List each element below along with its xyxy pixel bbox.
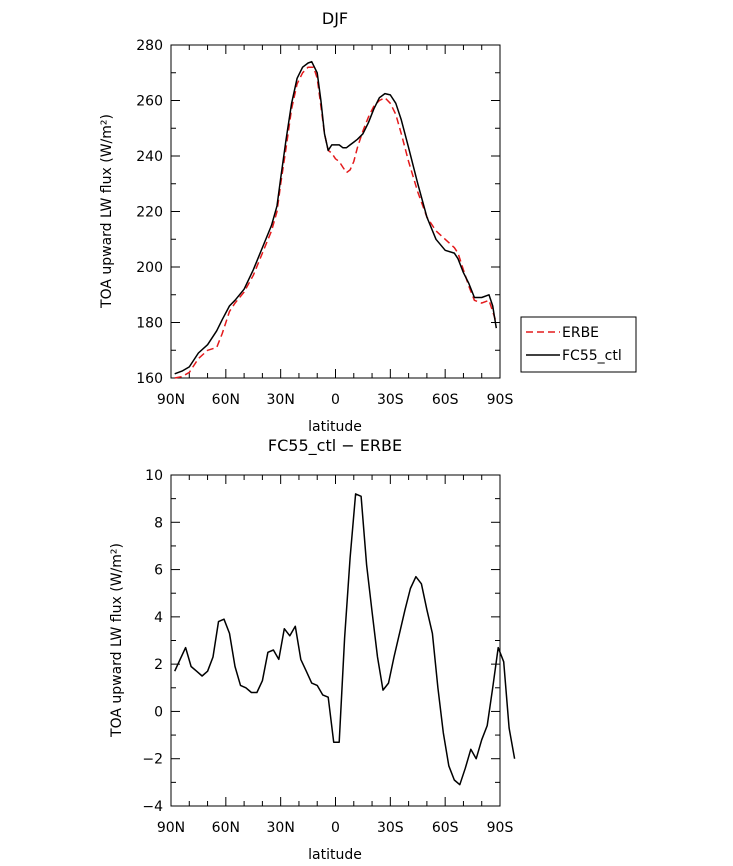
plot-frame bbox=[170, 44, 501, 379]
x-axis-label: latitude bbox=[308, 847, 362, 863]
y-tick-label: 4 bbox=[154, 610, 163, 626]
x-tick-label: 60N bbox=[212, 392, 240, 408]
y-tick-label: 0 bbox=[154, 704, 163, 720]
y-tick-label: 200 bbox=[136, 260, 163, 276]
y-tick-label: 260 bbox=[136, 94, 163, 110]
x-tick-label: 90S bbox=[487, 392, 514, 408]
chart-title: DJF bbox=[322, 9, 348, 28]
y-tick-label: 8 bbox=[154, 515, 163, 531]
legend-label-fc55: FC55_ctl bbox=[562, 348, 622, 364]
y-tick-label: 6 bbox=[154, 563, 163, 579]
series-group bbox=[174, 493, 516, 786]
y-tick-label: 10 bbox=[145, 468, 163, 484]
series-line-difference-0 bbox=[174, 493, 516, 786]
axis-ticks bbox=[170, 474, 501, 807]
x-tick-label: 30N bbox=[267, 392, 295, 408]
x-tick-label: 60S bbox=[432, 392, 459, 408]
y-tick-label: −2 bbox=[142, 752, 163, 768]
y-axis-label: TOA upward LW flux (W/m²) bbox=[109, 543, 125, 738]
y-tick-label: 280 bbox=[136, 38, 163, 54]
y-tick-label: 220 bbox=[136, 205, 163, 221]
y-axis-label: TOA upward LW flux (W/m²) bbox=[99, 114, 115, 309]
x-tick-label: 90N bbox=[157, 392, 185, 408]
x-tick-label: 0 bbox=[331, 820, 340, 836]
series-line-erbe bbox=[174, 66, 498, 379]
x-tick-label: 60N bbox=[212, 820, 240, 836]
axis-tick-labels: 90N 60N 30N 0 30S 60S 90S −4 −2 0 2 4 6 8 10 bbox=[142, 468, 513, 836]
djf-panel: DJF 90N 60N 30N 0 30S 60S 90S 160 180 200 220 240 26… bbox=[99, 9, 637, 435]
chart-title: FC55_ctl − ERBE bbox=[268, 436, 402, 456]
axis-ticks bbox=[170, 44, 501, 379]
y-tick-label: 2 bbox=[154, 657, 163, 673]
difference-panel: FC55_ctl − ERBE 90N 60N 30N 0 30S 60S 90S −4 −2 0… bbox=[109, 436, 516, 863]
x-tick-label: 60S bbox=[432, 820, 459, 836]
y-tick-label: 180 bbox=[136, 316, 163, 332]
series-line-fc55-ctl bbox=[174, 60, 498, 375]
y-tick-label: 240 bbox=[136, 149, 163, 165]
x-axis-label: latitude bbox=[308, 419, 362, 435]
legend: ERBE FC55_ctl bbox=[520, 316, 637, 373]
x-tick-label: 0 bbox=[331, 392, 340, 408]
x-tick-label: 90N bbox=[157, 820, 185, 836]
legend-box bbox=[520, 316, 637, 373]
series-group bbox=[174, 60, 498, 379]
plot-frame bbox=[170, 474, 501, 807]
axis-tick-labels: 90N 60N 30N 0 30S 60S 90S 160 180 200 220 240 260 280 bbox=[136, 38, 513, 408]
y-tick-label: 160 bbox=[136, 371, 163, 387]
x-tick-label: 90S bbox=[487, 820, 514, 836]
legend-label-erbe: ERBE bbox=[562, 325, 599, 341]
x-tick-label: 30S bbox=[377, 820, 404, 836]
x-tick-label: 30S bbox=[377, 392, 404, 408]
x-tick-label: 30N bbox=[267, 820, 295, 836]
y-tick-label: −4 bbox=[142, 799, 163, 815]
